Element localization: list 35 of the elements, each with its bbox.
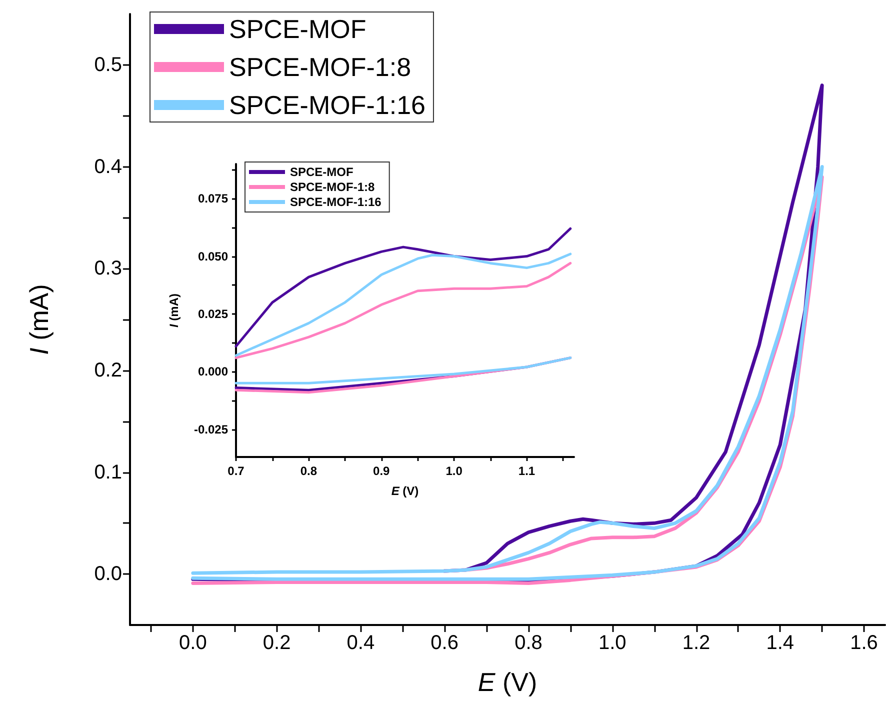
x-tick-label: 0.8	[514, 632, 542, 654]
y-tick-label: 0.000	[198, 364, 228, 379]
x-tick-label: 1.1	[518, 464, 536, 478]
x-tick-label: 1.0	[598, 632, 626, 654]
x-axis-title: E (V)	[478, 667, 538, 697]
legend-label: SPCE-MOF	[229, 14, 366, 44]
y-tick-label: 0.075	[198, 192, 228, 206]
x-tick-label: 0.4	[346, 632, 375, 654]
x-tick-label: 0.7	[228, 464, 245, 478]
x-tick-label: 0.0	[179, 632, 207, 654]
y-axis-title: I (mA)	[167, 293, 181, 328]
x-tick-label: 0.6	[430, 632, 458, 654]
y-tick-label: 0.2	[94, 359, 122, 382]
x-tick-label: 0.9	[373, 464, 390, 478]
x-tick-label: 1.0	[446, 464, 463, 478]
y-tick-label: 0.0	[94, 563, 122, 586]
y-tick-label: 0.3	[94, 258, 122, 280]
y-tick-label: 0.5	[94, 54, 122, 76]
x-tick-label: 1.4	[766, 632, 794, 654]
x-tick-label: 1.6	[850, 632, 878, 654]
y-tick-label: 0.1	[94, 461, 122, 484]
x-axis-title: E (V)	[391, 484, 419, 498]
legend-label: SPCE-MOF-1:8	[229, 52, 412, 82]
y-axis-title: I (mA)	[24, 284, 54, 355]
y-tick-label: -0.025	[194, 422, 228, 436]
x-tick-label: 0.2	[262, 632, 291, 654]
x-tick-label: 0.8	[300, 464, 318, 478]
y-tick-label: 0.4	[94, 156, 122, 178]
legend-label: SPCE-MOF-1:16	[229, 90, 426, 120]
y-tick-label: 0.050	[198, 249, 228, 264]
x-tick-label: 1.2	[682, 632, 710, 654]
legend-label: SPCE-MOF	[290, 165, 354, 179]
legend-label: SPCE-MOF-1:16	[290, 195, 382, 209]
y-tick-label: 0.025	[198, 306, 228, 321]
legend-label: SPCE-MOF-1:8	[290, 180, 375, 194]
